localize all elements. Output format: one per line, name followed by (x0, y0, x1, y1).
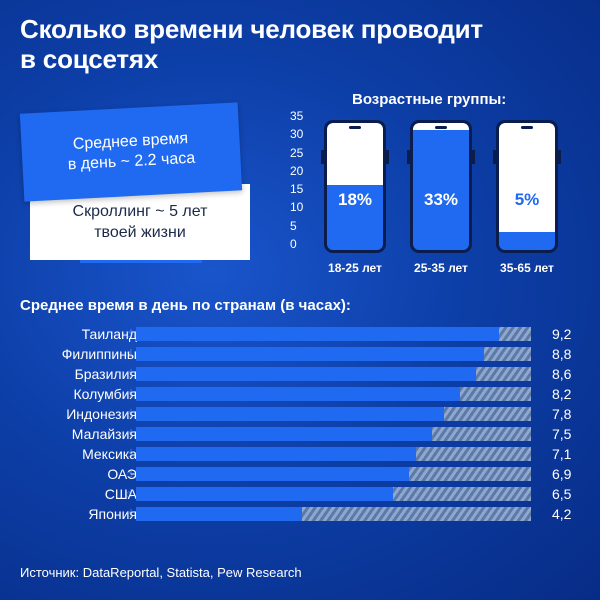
country-label: Филиппины (61, 346, 137, 362)
phone-side-button (386, 150, 389, 164)
age-group-label: 25-35 лет (414, 261, 468, 275)
phone-percent-label: 5% (514, 190, 540, 209)
phone-side-button (407, 150, 410, 164)
hand-pointer-icon: ☝ (126, 368, 133, 380)
phone-bar-fill (413, 130, 469, 250)
hand-pointer-icon: ☝ (126, 468, 133, 480)
country-bar (136, 367, 476, 381)
country-row: Колумбия ☝ 8,2 (0, 385, 600, 403)
country-value-label: 6,5 (552, 486, 572, 502)
country-value-label: 8,6 (552, 366, 572, 382)
country-label: Индонезия (66, 406, 137, 422)
country-bar (136, 447, 416, 461)
country-chart-title: Среднее время в день по странам (в часах… (20, 297, 351, 314)
phone-screen-empty (499, 123, 555, 232)
country-row: Филиппины ☝ 8,8 (0, 345, 600, 363)
hand-pointer-icon: ☝ (126, 488, 133, 500)
phone-bar-fill (499, 232, 555, 250)
country-label: США (104, 486, 137, 502)
average-time-card: Среднее время в день ~ 2.2 часа (19, 102, 243, 202)
phone-percent-label: 18% (337, 190, 373, 209)
source-note: Источник: DataReportal, Statista, Pew Re… (20, 565, 302, 580)
country-value-label: 4,2 (552, 506, 572, 522)
hand-pointer-icon: ☝ (126, 328, 133, 340)
phone-notch (435, 126, 447, 129)
country-row: Малайзия ☝ 7,5 (0, 425, 600, 443)
country-bar (136, 327, 499, 341)
country-row: США ☝ 6,5 (0, 485, 600, 503)
phone-bar-fill (327, 185, 383, 250)
country-value-label: 7,5 (552, 426, 572, 442)
country-label: ОАЭ (107, 466, 137, 482)
country-bar (136, 467, 409, 481)
country-label: Мексика (82, 446, 137, 462)
phone-side-button (493, 150, 496, 164)
age-y-tick-label: 25 (290, 145, 304, 160)
hand-pointer-icon: ☝ (126, 388, 133, 400)
hand-pointer-icon: ☝ (126, 448, 133, 460)
age-y-tick-label: 20 (290, 163, 304, 178)
age-y-tick-label: 0 (290, 237, 297, 251)
country-value-label: 9,2 (552, 326, 572, 342)
page-title: Сколько времени человек проводит в соцсе… (20, 14, 580, 74)
hand-pointer-icon: ☝ (126, 508, 133, 520)
age-y-tick-label: 35 (290, 109, 304, 123)
hand-pointer-icon: ☝ (126, 348, 133, 360)
country-label: Бразилия (74, 366, 137, 382)
hand-pointer-icon: ☝ (126, 428, 133, 440)
phone-screen-empty (327, 123, 383, 185)
country-bar (136, 487, 393, 501)
country-label: Колумбия (73, 386, 137, 402)
hand-pointer-icon: ☝ (126, 408, 133, 420)
country-label: Малайзия (71, 426, 137, 442)
scrolling-card: Скроллинг ~ 5 лет твоей жизни (30, 184, 250, 260)
country-value-label: 7,8 (552, 406, 572, 422)
country-row: Таиланд ☝ 9,2 (0, 325, 600, 343)
phone-side-button (321, 150, 324, 164)
scrolling-line-2: твоей жизни (94, 224, 186, 241)
age-y-tick-label: 30 (290, 127, 304, 142)
phone-notch (521, 126, 533, 129)
country-value-label: 6,9 (552, 466, 572, 482)
phone-bar: 5% (496, 120, 558, 253)
country-row: ОАЭ ☝ 6,9 (0, 465, 600, 483)
country-bar (136, 387, 460, 401)
age-chart-title: Возрастные группы: (352, 91, 507, 108)
country-bar (136, 347, 484, 361)
scrolling-line-1: Скроллинг ~ 5 лет (72, 203, 208, 220)
phone-side-button (558, 150, 561, 164)
title-line-2: в соцсетях (20, 44, 159, 74)
country-value-label: 8,8 (552, 346, 572, 362)
country-value-label: 7,1 (552, 446, 572, 462)
country-row: Япония ☝ 4,2 (0, 505, 600, 523)
country-bar (136, 407, 444, 421)
country-row: Мексика ☝ 7,1 (0, 445, 600, 463)
phone-side-button (472, 150, 475, 164)
country-row: Бразилия ☝ 8,6 (0, 365, 600, 383)
phone-percent-label: 33% (423, 190, 459, 209)
age-group-label: 35-65 лет (500, 261, 554, 275)
title-line-1: Сколько времени человек проводит (20, 14, 483, 44)
age-y-tick-label: 5 (290, 218, 297, 233)
age-y-tick-label: 10 (290, 200, 304, 215)
country-row: Индонезия ☝ 7,8 (0, 405, 600, 423)
phone-bar: 33% (410, 120, 472, 253)
scrolling-card-accent (80, 257, 202, 263)
country-value-label: 8,2 (552, 386, 572, 402)
age-y-tick-label: 15 (290, 182, 304, 197)
country-bar (136, 427, 432, 441)
country-label: Япония (88, 506, 137, 522)
age-group-label: 18-25 лет (328, 261, 382, 275)
phone-bar: 18% (324, 120, 386, 253)
country-bar (136, 507, 302, 521)
phone-notch (349, 126, 361, 129)
country-label: Таиланд (81, 326, 137, 342)
